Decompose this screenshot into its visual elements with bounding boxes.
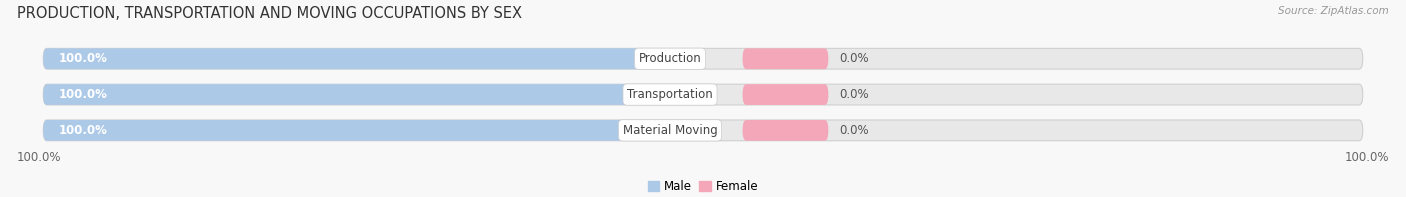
Text: 100.0%: 100.0% xyxy=(59,88,108,101)
Text: 0.0%: 0.0% xyxy=(839,52,869,65)
Text: Production: Production xyxy=(638,52,702,65)
FancyBboxPatch shape xyxy=(44,120,664,141)
FancyBboxPatch shape xyxy=(44,84,1362,105)
Text: 0.0%: 0.0% xyxy=(839,124,869,137)
FancyBboxPatch shape xyxy=(742,84,828,105)
Text: 100.0%: 100.0% xyxy=(17,151,62,164)
Text: PRODUCTION, TRANSPORTATION AND MOVING OCCUPATIONS BY SEX: PRODUCTION, TRANSPORTATION AND MOVING OC… xyxy=(17,6,522,21)
FancyBboxPatch shape xyxy=(742,48,828,69)
Text: 100.0%: 100.0% xyxy=(1344,151,1389,164)
Legend: Male, Female: Male, Female xyxy=(643,175,763,197)
FancyBboxPatch shape xyxy=(44,84,664,105)
Text: 100.0%: 100.0% xyxy=(59,52,108,65)
Text: Transportation: Transportation xyxy=(627,88,713,101)
FancyBboxPatch shape xyxy=(44,48,1362,69)
Text: 0.0%: 0.0% xyxy=(839,88,869,101)
FancyBboxPatch shape xyxy=(742,120,828,141)
Text: Material Moving: Material Moving xyxy=(623,124,717,137)
Text: 100.0%: 100.0% xyxy=(59,124,108,137)
Text: Source: ZipAtlas.com: Source: ZipAtlas.com xyxy=(1278,6,1389,16)
FancyBboxPatch shape xyxy=(44,120,1362,141)
FancyBboxPatch shape xyxy=(44,48,664,69)
